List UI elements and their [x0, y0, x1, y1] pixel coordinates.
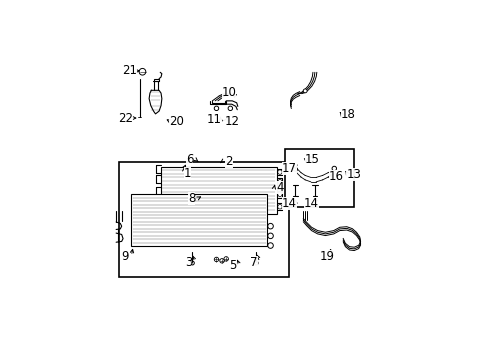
Text: 3: 3 [185, 256, 193, 269]
Polygon shape [149, 90, 162, 114]
Bar [161, 167, 277, 214]
Text: 1: 1 [184, 167, 191, 180]
Text: 15: 15 [305, 153, 319, 166]
Circle shape [139, 68, 146, 75]
Circle shape [214, 106, 219, 111]
Circle shape [303, 89, 307, 93]
Text: 14: 14 [282, 197, 297, 210]
Circle shape [308, 157, 314, 162]
Bar [154, 79, 159, 81]
Circle shape [332, 166, 337, 171]
Bar [131, 194, 267, 246]
Circle shape [294, 167, 297, 171]
Text: 7: 7 [250, 256, 258, 269]
Text: 5: 5 [229, 259, 237, 272]
Text: 12: 12 [224, 115, 239, 128]
Circle shape [228, 106, 233, 111]
Text: 18: 18 [341, 108, 356, 121]
Text: 19: 19 [320, 249, 335, 262]
Text: 14: 14 [304, 197, 319, 210]
Text: 13: 13 [346, 167, 361, 180]
Text: 2: 2 [225, 154, 233, 167]
Text: 10: 10 [221, 86, 236, 99]
Bar [119, 162, 289, 278]
Bar [285, 149, 354, 207]
Text: 21: 21 [122, 64, 137, 77]
Text: 11: 11 [207, 113, 222, 126]
Text: 17: 17 [282, 162, 297, 175]
Text: 16: 16 [329, 170, 344, 183]
Text: 22: 22 [118, 112, 133, 125]
Text: 20: 20 [169, 115, 184, 128]
Text: 6: 6 [186, 153, 194, 166]
Text: 8: 8 [188, 192, 195, 205]
Text: 9: 9 [122, 249, 129, 262]
Text: 4: 4 [276, 181, 284, 194]
